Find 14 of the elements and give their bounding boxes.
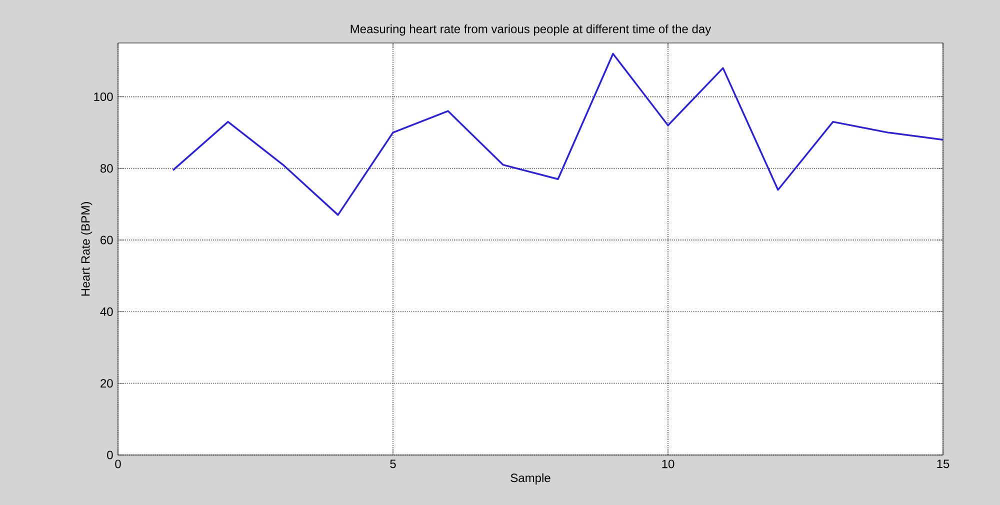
x-tick-label: 5 — [390, 460, 396, 468]
y-tick-label: 0 — [107, 450, 113, 460]
y-tick-label: 40 — [100, 307, 113, 316]
y-axis-title: Heart Rate (BPM) — [80, 202, 92, 296]
y-tick-label: 20 — [100, 379, 113, 388]
x-tick-label: 15 — [937, 460, 950, 468]
x-axis-title: Sample — [510, 473, 550, 485]
y-tick-label: 100 — [94, 92, 113, 101]
chart-title: Measuring heart rate from various people at different time of the day — [350, 24, 712, 36]
x-tick-label: 0 — [115, 460, 121, 468]
line-series — [172, 52, 944, 216]
y-tick-label: 60 — [100, 236, 113, 244]
y-tick-label: 80 — [100, 164, 113, 173]
x-tick-label: 10 — [662, 460, 674, 468]
